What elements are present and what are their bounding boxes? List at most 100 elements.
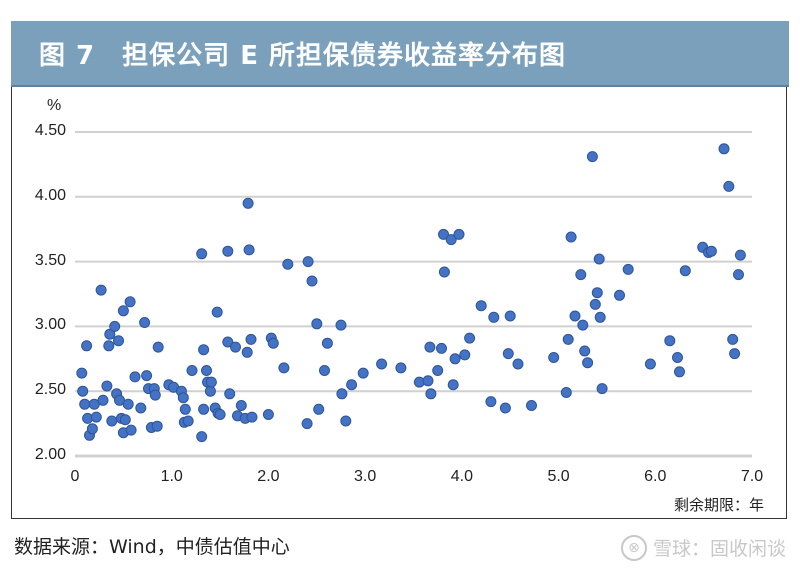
data-point	[526, 400, 537, 411]
data-point	[214, 409, 226, 420]
data-point	[306, 275, 318, 287]
data-point	[301, 418, 313, 430]
data-point	[113, 335, 124, 347]
data-point	[734, 249, 746, 261]
data-point	[340, 415, 352, 427]
data-point	[674, 366, 685, 378]
data-point	[135, 402, 147, 414]
data-point	[622, 263, 634, 275]
x-tick-label: 3.0	[354, 468, 377, 485]
data-point	[733, 269, 744, 281]
data-point	[346, 379, 358, 391]
data-point	[321, 337, 333, 349]
data-point	[459, 349, 471, 361]
data-point	[488, 311, 500, 323]
data-point	[109, 320, 121, 332]
data-point	[562, 333, 574, 345]
data-source-note: 数据来源：Wind，中债估值中心	[14, 536, 290, 558]
data-point	[586, 151, 598, 163]
data-point	[504, 310, 516, 322]
data-point	[125, 424, 137, 436]
data-point	[313, 403, 325, 415]
data-point	[425, 388, 437, 400]
y-tick-label: 2.50	[34, 381, 66, 399]
data-point	[151, 420, 163, 432]
data-point	[106, 415, 118, 427]
data-point	[464, 332, 476, 344]
x-tick-label: 5.0	[547, 468, 570, 485]
data-point	[139, 317, 151, 328]
data-point	[582, 357, 594, 369]
data-point	[182, 415, 194, 427]
data-point	[124, 296, 136, 308]
x-tick-label: 7.0	[740, 468, 764, 485]
data-point	[196, 431, 208, 443]
y-axis-unit: %	[47, 97, 62, 114]
data-point	[336, 388, 348, 400]
data-point	[198, 344, 210, 356]
data-point	[246, 411, 258, 423]
data-point	[672, 352, 683, 363]
data-point	[593, 253, 605, 265]
data-point	[319, 365, 330, 376]
data-point	[262, 409, 274, 420]
data-point	[596, 383, 608, 395]
data-point	[664, 335, 676, 347]
data-point	[453, 228, 465, 240]
data-point	[211, 306, 223, 318]
data-point	[302, 256, 314, 268]
data-point	[278, 362, 290, 374]
data-point	[242, 197, 254, 209]
data-point	[243, 244, 255, 256]
data-point	[129, 371, 141, 383]
data-point	[119, 414, 131, 426]
chart-title: 图 7 担保公司 E 所担保债券收益率分布图	[39, 41, 567, 71]
y-tick-label: 4.50	[34, 122, 66, 139]
data-point	[198, 403, 210, 415]
data-point	[141, 370, 153, 382]
data-point	[438, 266, 450, 278]
data-point	[449, 353, 461, 365]
data-point	[79, 398, 91, 410]
data-point	[644, 358, 656, 370]
data-point	[122, 398, 134, 410]
data-point	[224, 388, 236, 400]
data-point	[376, 358, 388, 370]
data-point	[729, 348, 741, 360]
data-point	[152, 341, 164, 353]
data-point	[245, 333, 257, 345]
data-point	[502, 348, 514, 360]
data-point	[565, 231, 577, 243]
data-point	[591, 287, 603, 299]
data-point	[436, 342, 447, 354]
x-tick-label: 1.0	[160, 468, 183, 485]
data-point	[90, 411, 102, 423]
data-point	[117, 305, 129, 317]
y-tick-label: 3.00	[34, 316, 66, 334]
data-point	[205, 376, 217, 388]
data-point	[77, 385, 89, 397]
data-point	[548, 352, 560, 363]
data-point	[101, 380, 113, 392]
data-point	[81, 340, 93, 352]
data-point	[186, 365, 198, 376]
data-point	[235, 400, 247, 411]
x-tick-label: 2.0	[257, 468, 280, 485]
watermark-text: 雪球：固收闲谈	[652, 538, 786, 560]
data-point	[727, 333, 739, 345]
data-point	[485, 396, 497, 408]
y-tick-label: 4.00	[34, 186, 66, 204]
x-axis-label: 剩余期限：年	[673, 496, 764, 514]
x-tick-label: 6.0	[644, 468, 667, 485]
data-point	[577, 319, 589, 331]
data-point	[395, 362, 407, 374]
data-point	[594, 311, 606, 323]
data-point	[149, 389, 161, 401]
y-tick-label: 2.00	[34, 446, 66, 463]
data-point	[589, 298, 601, 310]
data-point	[438, 228, 449, 240]
data-point	[424, 341, 436, 353]
data-point	[267, 337, 279, 349]
data-point	[579, 345, 591, 357]
